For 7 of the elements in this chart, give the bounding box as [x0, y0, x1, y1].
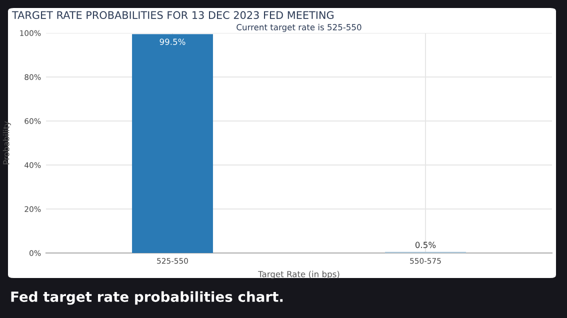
data-label: 0.5% [415, 242, 436, 248]
chart-subtitle: Current target rate is 525-550 [236, 24, 362, 32]
chart-title: TARGET RATE PROBABILITIES FOR 13 DEC 2023 FED MEETING [12, 11, 334, 20]
y-axis-title: Probability [2, 121, 11, 164]
text: Fed target rate probabilities chart. [11, 291, 283, 305]
data-label: 99.5% [160, 38, 186, 45]
x-axis-title: Target Rate (in bps) [258, 270, 340, 279]
